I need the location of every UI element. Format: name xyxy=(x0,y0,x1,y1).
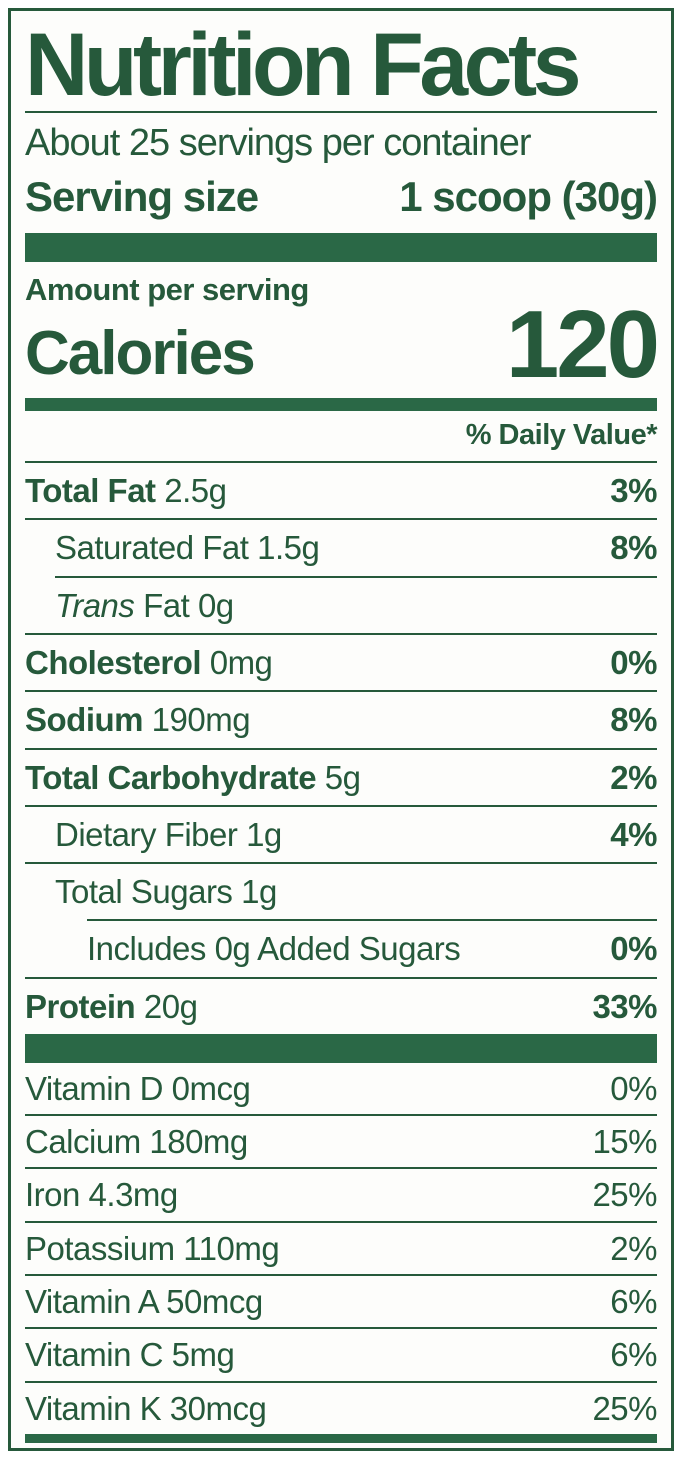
row-dietary-fiber: Dietary Fiber 1g 4% xyxy=(25,807,657,862)
vitamin-name: Calcium xyxy=(25,1123,141,1161)
section-bar-thick-top xyxy=(25,232,657,262)
section-bar-footnote xyxy=(25,1433,657,1443)
divider xyxy=(25,1114,657,1117)
vitamin-amount: 4.3mg xyxy=(88,1176,179,1214)
row-iron: Iron 4.3mg 25% xyxy=(25,1169,657,1220)
nutrient-dv: 8% xyxy=(610,701,657,739)
divider xyxy=(25,1220,657,1223)
divider-indented xyxy=(87,919,657,922)
vitamin-amount: 5mg xyxy=(171,1336,235,1374)
vitamin-name: Vitamin A xyxy=(25,1283,158,1321)
divider-indented xyxy=(55,575,657,578)
divider xyxy=(25,976,657,979)
nutrient-amount: 0g xyxy=(197,586,234,624)
nutrient-name: Saturated Fat xyxy=(55,529,249,567)
row-total-carbohydrate: Total Carbohydrate 5g 2% xyxy=(25,750,657,805)
vitamin-dv: 6% xyxy=(610,1283,657,1321)
row-vitamin-d: Vitamin D 0mcg 0% xyxy=(25,1063,657,1114)
nutrient-dv: 8% xyxy=(610,529,657,567)
nutrient-amount: 1g xyxy=(241,873,277,911)
row-potassium: Potassium 110mg 2% xyxy=(25,1223,657,1274)
row-vitamin-a: Vitamin A 50mcg 6% xyxy=(25,1276,657,1327)
label-title: Nutrition Facts xyxy=(25,14,581,114)
nutrient-dv: 4% xyxy=(610,815,657,853)
nutrient-name-italic: Trans xyxy=(55,586,135,624)
calories-row: Calories 120 xyxy=(25,290,660,398)
vitamin-name: Iron xyxy=(25,1176,80,1214)
calories-value: 120 xyxy=(505,290,660,398)
nutrient-name: Dietary Fiber xyxy=(55,815,238,853)
vitamin-name: Potassium xyxy=(25,1229,175,1267)
vitamin-dv: 0% xyxy=(610,1069,657,1107)
row-calcium: Calcium 180mg 15% xyxy=(25,1116,657,1167)
vitamin-name: Vitamin C xyxy=(25,1336,163,1374)
nutrient-dv: 3% xyxy=(610,472,657,510)
nutrient-name: Total Fat xyxy=(25,472,156,510)
vitamin-amount: 110mg xyxy=(183,1229,280,1267)
nutrition-facts-label: Nutrition Facts About 25 servings per co… xyxy=(8,8,674,1451)
nutrient-name: Fat xyxy=(143,586,190,624)
section-bar-medium xyxy=(25,398,657,412)
row-vitamin-c: Vitamin C 5mg 6% xyxy=(25,1329,657,1380)
nutrient-dv: 2% xyxy=(610,758,657,796)
vitamin-amount: 180mg xyxy=(149,1123,248,1161)
nutrient-amount: 0mg xyxy=(209,644,273,681)
nutrient-dv: 0% xyxy=(610,930,657,968)
nutrient-name: Includes 0g Added Sugars xyxy=(87,930,461,968)
row-total-fat: Total Fat 2.5g 3% xyxy=(25,463,657,518)
nutrient-amount: 5g xyxy=(324,758,361,796)
nutrient-amount: 2.5g xyxy=(164,472,227,510)
divider xyxy=(25,1167,657,1170)
row-total-sugars: Total Sugars 1g xyxy=(25,864,657,919)
vitamin-amount: 50mcg xyxy=(166,1283,263,1321)
vitamin-amount: 0mcg xyxy=(171,1069,251,1107)
divider xyxy=(25,1380,657,1383)
divider xyxy=(25,461,657,464)
nutrient-name: Total Carbohydrate xyxy=(25,758,317,796)
nutrient-name: Sodium xyxy=(25,701,144,739)
nutrient-name: Cholesterol xyxy=(25,644,202,681)
row-cholesterol: Cholesterol 0mg 0% xyxy=(25,635,657,690)
row-added-sugars: Includes 0g Added Sugars 0% xyxy=(25,921,657,976)
nutrient-dv: 0% xyxy=(610,644,657,681)
divider xyxy=(25,1274,657,1277)
row-sodium: Sodium 190mg 8% xyxy=(25,692,657,747)
section-bar-thick-bottom xyxy=(25,1033,657,1063)
divider xyxy=(25,690,657,693)
vitamin-dv: 6% xyxy=(610,1336,657,1374)
vitamin-name: Vitamin K xyxy=(25,1389,162,1427)
serving-size-row: Serving size 1 scoop (30g) xyxy=(25,172,658,221)
row-trans-fat: Trans Fat 0g xyxy=(25,578,657,633)
divider xyxy=(25,1327,657,1330)
nutrient-amount: 1.5g xyxy=(257,529,320,567)
servings-per-container: About 25 servings per container xyxy=(25,122,532,165)
divider xyxy=(25,633,657,635)
nutrient-name: Protein xyxy=(25,987,136,1025)
vitamin-dv: 15% xyxy=(592,1123,657,1161)
nutrient-amount: 190mg xyxy=(151,701,251,739)
row-protein: Protein 20g 33% xyxy=(25,979,657,1034)
vitamin-dv: 25% xyxy=(592,1176,657,1214)
nutrient-dv: 33% xyxy=(592,987,657,1025)
nutrient-amount: 20g xyxy=(143,987,198,1025)
serving-size-label: Serving size xyxy=(25,172,259,220)
divider xyxy=(25,747,657,750)
row-saturated-fat: Saturated Fat 1.5g 8% xyxy=(25,520,657,575)
amount-per-serving: Amount per serving xyxy=(25,271,309,307)
calories-label: Calories xyxy=(25,319,256,389)
nutrient-amount: 1g xyxy=(246,815,282,853)
divider xyxy=(25,804,657,807)
title-divider xyxy=(25,111,657,114)
divider xyxy=(25,862,657,865)
row-vitamin-k: Vitamin K 30mcg 25% xyxy=(25,1383,657,1434)
vitamin-name: Vitamin D xyxy=(25,1069,163,1107)
vitamin-amount: 30mcg xyxy=(169,1389,267,1427)
vitamin-dv: 25% xyxy=(592,1389,657,1427)
daily-value-header: % Daily Value* xyxy=(465,419,658,452)
vitamin-dv: 2% xyxy=(610,1229,657,1267)
serving-size-value: 1 scoop (30g) xyxy=(399,172,658,220)
nutrient-name: Total Sugars xyxy=(55,873,233,911)
divider xyxy=(25,518,657,521)
